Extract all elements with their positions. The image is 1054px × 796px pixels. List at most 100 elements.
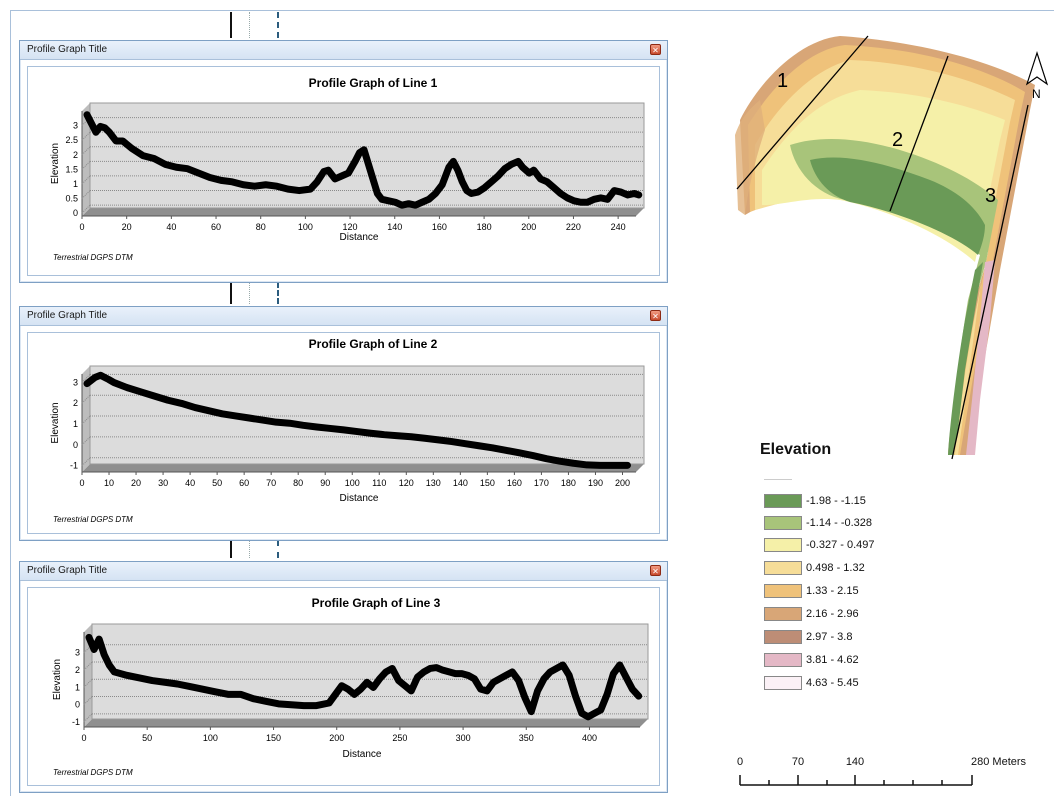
profile-line-3 xyxy=(951,104,1029,460)
profile-chart-1: Profile Graph of Line 1 0 0.5 1 1.5 2 2.5 3 0 20 4… xyxy=(50,76,645,262)
legend-swatch xyxy=(764,494,802,508)
legend-item: 2.16 - 2.96 xyxy=(764,607,924,622)
legend-swatch xyxy=(764,561,802,575)
x-tick-label: 400 xyxy=(582,733,597,743)
x-tick-label: 180 xyxy=(561,478,576,488)
y-tick-label: 3 xyxy=(73,377,78,387)
x-tick-label: 300 xyxy=(456,733,471,743)
window-titlebar[interactable]: Profile Graph Title ✕ xyxy=(20,41,667,60)
x-tick-label: 50 xyxy=(212,478,222,488)
plot-floor xyxy=(82,464,644,472)
legend-item: 3.81 - 4.62 xyxy=(764,653,924,668)
legend-divider xyxy=(764,479,792,480)
plot-floor xyxy=(84,719,648,727)
x-tick-label: 0 xyxy=(79,222,84,232)
scale-label-70: 70 xyxy=(792,756,804,768)
map-zone-edge xyxy=(966,260,995,455)
connector-line xyxy=(230,540,232,558)
x-tick-label: 10 xyxy=(104,478,114,488)
x-tick-label: 120 xyxy=(343,222,358,232)
connector-line xyxy=(249,12,251,38)
connector-line xyxy=(249,282,251,304)
y-tick-label: 1 xyxy=(73,179,78,189)
scale-label-0: 0 xyxy=(737,756,743,768)
profile-graph-window-2[interactable]: Profile Graph Title ✕ Profile Graph of L… xyxy=(19,306,668,541)
legend-swatch xyxy=(764,607,802,621)
y-tick-label: 1 xyxy=(73,419,78,429)
x-tick-label: 140 xyxy=(387,222,402,232)
plot-side-wall xyxy=(82,103,90,216)
y-tick-label: 0 xyxy=(73,440,78,450)
profile-line-1 xyxy=(736,35,869,190)
x-tick-label: 20 xyxy=(122,222,132,232)
x-tick-label: 0 xyxy=(81,733,86,743)
x-tick-label: 50 xyxy=(142,733,152,743)
legend-swatch xyxy=(764,653,802,667)
connector-line xyxy=(230,282,232,304)
y-tick-label: 3 xyxy=(73,121,78,131)
x-tick-label: 160 xyxy=(507,478,522,488)
profile-line-2 xyxy=(889,55,949,212)
graph-title: Profile Graph of Line 2 xyxy=(309,337,438,351)
frame-top-border xyxy=(10,10,1054,11)
x-tick-label: 100 xyxy=(345,478,360,488)
x-tick-label: 30 xyxy=(158,478,168,488)
legend-label: 0.498 - 1.32 xyxy=(806,562,865,574)
y-tick-label: 0 xyxy=(75,700,80,710)
x-tick-label: 20 xyxy=(131,478,141,488)
legend-label: 1.33 - 2.15 xyxy=(806,585,859,597)
map-zone-shore xyxy=(735,100,765,215)
legend-swatch xyxy=(764,630,802,644)
x-tick-label: 200 xyxy=(521,222,536,232)
line-label-1: 1 xyxy=(777,70,788,92)
x-axis-label: Distance xyxy=(343,749,382,760)
x-axis-label: Distance xyxy=(340,493,379,504)
x-tick-label: 150 xyxy=(266,733,281,743)
x-tick-label: 180 xyxy=(477,222,492,232)
window-title: Profile Graph Title xyxy=(27,565,108,576)
profile-graph-window-1[interactable]: Profile Graph Title ✕ Profile Graph of L… xyxy=(19,40,668,283)
north-arrow-icon: N xyxy=(1025,51,1049,101)
line-label-2: 2 xyxy=(892,129,903,151)
legend-item: -1.14 - -0.328 xyxy=(764,516,924,531)
legend-title: Elevation xyxy=(760,441,832,458)
x-tick-label: 120 xyxy=(399,478,414,488)
y-axis-label: Elevation xyxy=(50,402,61,443)
legend-item: -0.327 - 0.497 xyxy=(764,538,924,553)
y-tick-label: 2.5 xyxy=(65,135,78,145)
legend-label: -1.98 - -1.15 xyxy=(806,495,866,507)
legend-label: -0.327 - 0.497 xyxy=(806,539,875,551)
legend-label: 4.63 - 5.45 xyxy=(806,677,859,689)
x-tick-label: 240 xyxy=(611,222,626,232)
x-tick-label: 150 xyxy=(480,478,495,488)
x-axis-label: Distance xyxy=(340,232,379,243)
y-tick-label: 3 xyxy=(75,648,80,658)
legend-swatch xyxy=(764,584,802,598)
plot-side-wall xyxy=(82,366,90,472)
scale-label-280: 280 Meters xyxy=(971,756,1027,768)
y-tick-label: 1.5 xyxy=(65,164,78,174)
graph-title: Profile Graph of Line 1 xyxy=(309,76,438,90)
close-icon[interactable]: ✕ xyxy=(650,44,661,55)
y-tick-label: 2 xyxy=(75,665,80,675)
connector-line xyxy=(249,540,251,558)
window-titlebar[interactable]: Profile Graph Title ✕ xyxy=(20,307,667,326)
connector-line xyxy=(277,282,281,304)
legend-label: -1.14 - -0.328 xyxy=(806,517,873,529)
plot-back-wall xyxy=(89,365,645,465)
profile-graph-window-3[interactable]: Profile Graph Title ✕ Profile Graph of L… xyxy=(19,561,668,793)
close-icon[interactable]: ✕ xyxy=(650,565,661,576)
profile-series-line xyxy=(83,371,631,469)
close-icon[interactable]: ✕ xyxy=(650,310,661,321)
x-tick-label: 60 xyxy=(211,222,221,232)
y-tick-label: 2 xyxy=(73,398,78,408)
window-title: Profile Graph Title xyxy=(27,44,108,55)
legend-item: 0.498 - 1.32 xyxy=(764,561,924,576)
map-zone-lowest xyxy=(810,157,985,456)
window-titlebar[interactable]: Profile Graph Title ✕ xyxy=(20,562,667,581)
scale-label-140: 140 xyxy=(846,756,864,768)
legend-swatch xyxy=(764,516,802,530)
window-title: Profile Graph Title xyxy=(27,310,108,321)
